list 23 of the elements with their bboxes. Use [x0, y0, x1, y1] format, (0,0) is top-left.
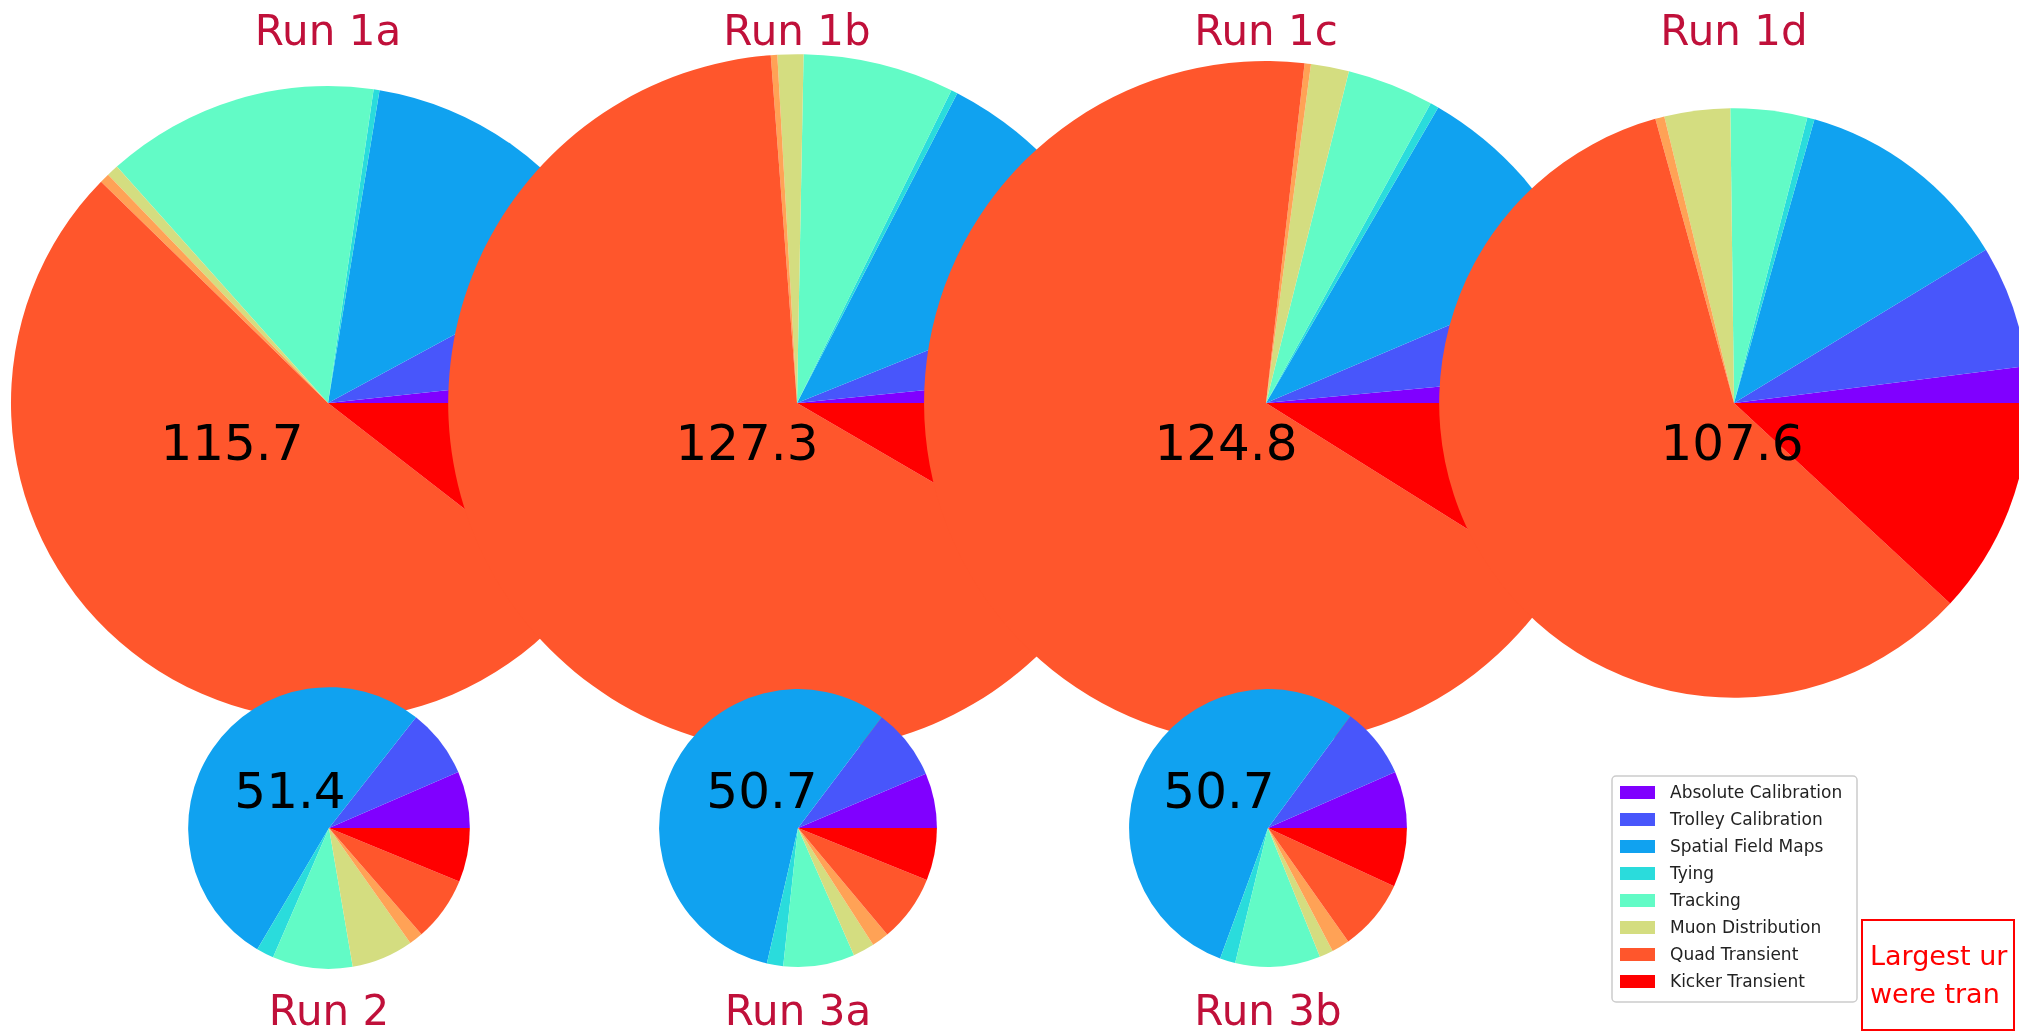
- text: Largest ur were tran: [1870, 940, 2009, 1009]
- chart-title: Run 1c: [1194, 6, 1338, 55]
- chart-title: Run 1a: [254, 6, 402, 55]
- text: 50.7: [1163, 762, 1275, 820]
- text: 127.3: [675, 414, 819, 472]
- legend-label: Tracking: [1669, 890, 1741, 910]
- text: 50.7: [706, 762, 818, 820]
- legend-label: Trolley Calibration: [1669, 809, 1823, 829]
- text: 115.7: [160, 414, 304, 472]
- chart-title: Run 1d: [1660, 6, 1808, 55]
- legend-label: Quad Transient: [1670, 944, 1799, 964]
- legend-label: Muon Distribution: [1670, 917, 1822, 937]
- legend-label: Kicker Transient: [1670, 971, 1806, 991]
- legend-label: Tying: [1669, 863, 1715, 883]
- chart-title: Run 1b: [723, 6, 871, 55]
- text: 107.6: [1660, 414, 1804, 472]
- text: 124.8: [1154, 414, 1298, 472]
- text: 51.4: [234, 762, 346, 820]
- text: Run 3b: [1194, 986, 1342, 1035]
- text: Run 2: [268, 986, 390, 1035]
- legend-label: Spatial Field Maps: [1670, 836, 1824, 856]
- text: Run 3a: [724, 986, 872, 1035]
- legend-label: Absolute Calibration: [1670, 782, 1843, 802]
